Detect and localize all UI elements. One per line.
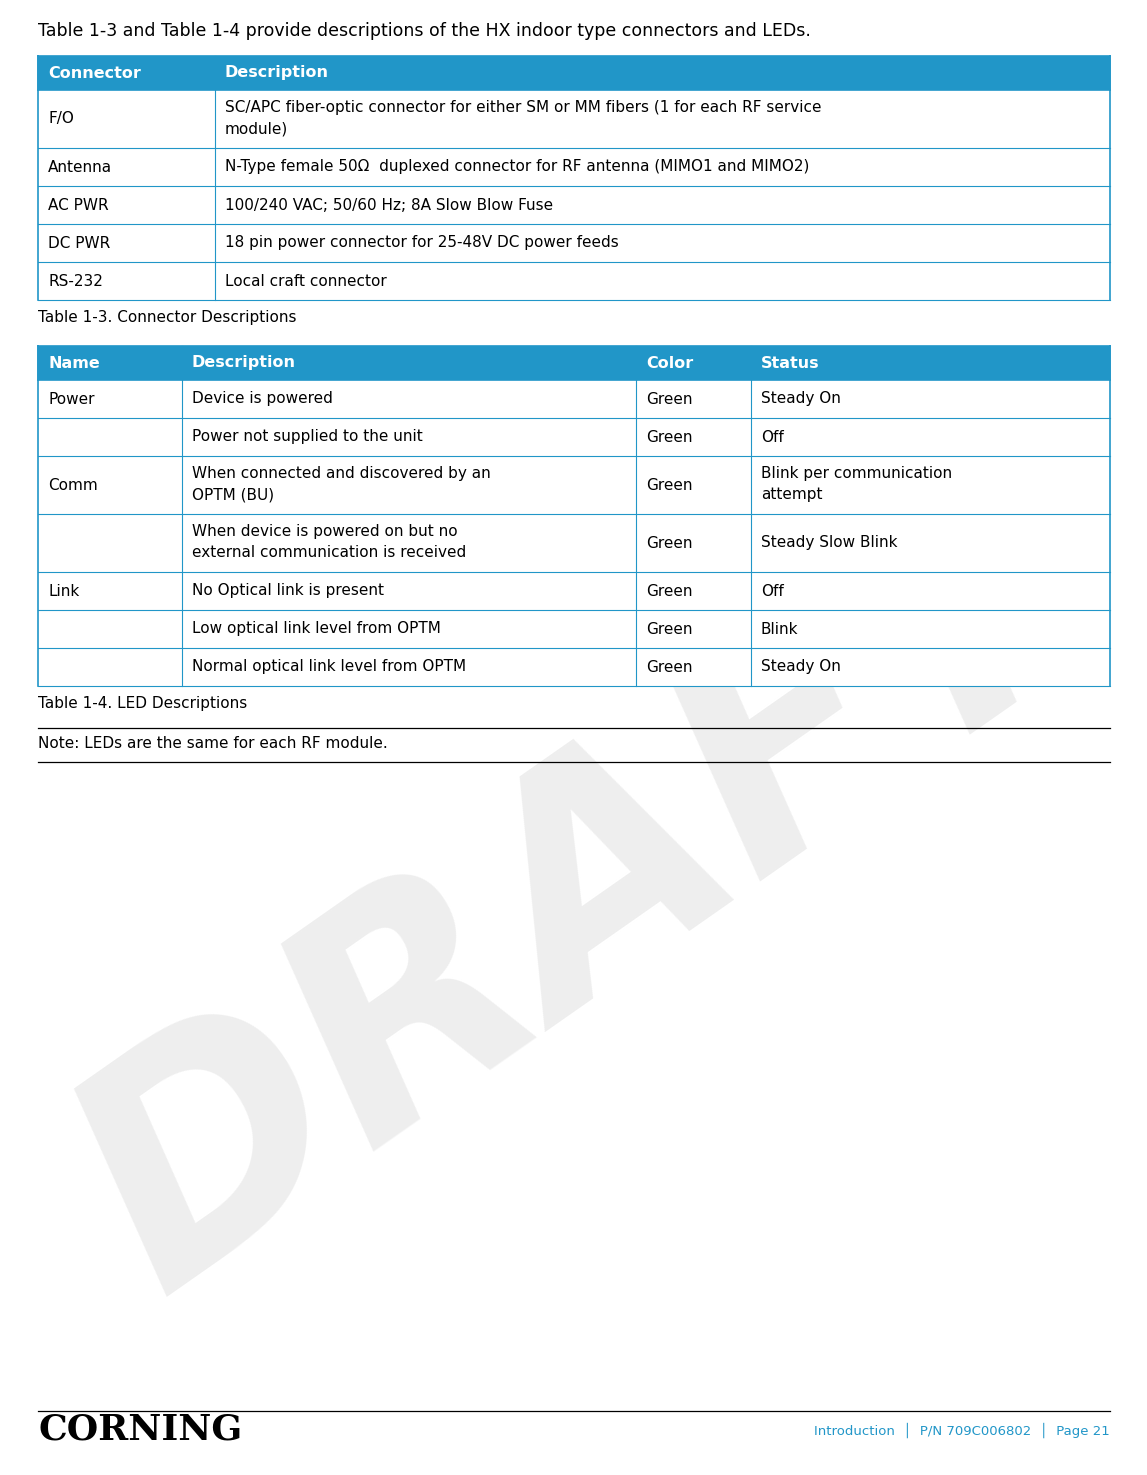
Text: Green: Green	[646, 478, 693, 493]
Text: 18 pin power connector for 25-48V DC power feeds: 18 pin power connector for 25-48V DC pow…	[225, 236, 618, 251]
Text: Local craft connector: Local craft connector	[225, 273, 387, 289]
Bar	[38, 381, 1110, 417]
Text: Green: Green	[646, 391, 693, 407]
Text: When device is powered on but no
external communication is received: When device is powered on but no externa…	[192, 524, 466, 560]
Text: Comm: Comm	[48, 478, 97, 493]
Text: Antenna: Antenna	[48, 159, 112, 174]
Bar	[38, 572, 1110, 611]
Text: Green: Green	[646, 659, 693, 674]
Text: AC PWR: AC PWR	[48, 198, 109, 212]
Text: CORNING: CORNING	[38, 1413, 242, 1447]
Text: Power not supplied to the unit: Power not supplied to the unit	[192, 429, 422, 444]
Text: Description: Description	[192, 355, 296, 370]
Bar	[38, 186, 1110, 224]
Text: No Optical link is present: No Optical link is present	[192, 584, 383, 599]
Text: N-Type female 50Ω  duplexed connector for RF antenna (MIMO1 and MIMO2): N-Type female 50Ω duplexed connector for…	[225, 159, 810, 174]
Text: When connected and discovered by an
OPTM (BU): When connected and discovered by an OPTM…	[192, 466, 491, 502]
Text: Low optical link level from OPTM: Low optical link level from OPTM	[192, 621, 440, 637]
Text: Off: Off	[760, 584, 783, 599]
Text: Status: Status	[760, 355, 819, 370]
Text: Blink: Blink	[760, 621, 798, 637]
Text: Table 1-4. LED Descriptions: Table 1-4. LED Descriptions	[38, 696, 248, 711]
Text: Connector: Connector	[48, 65, 141, 81]
Text: DRAFT: DRAFT	[26, 451, 1133, 1350]
Text: SC/APC fiber-optic connector for either SM or MM fibers (1 for each RF service
m: SC/APC fiber-optic connector for either …	[225, 100, 821, 136]
Text: RS-232: RS-232	[48, 273, 103, 289]
Bar	[38, 224, 1110, 263]
Text: Power: Power	[48, 391, 94, 407]
Text: Steady On: Steady On	[760, 659, 841, 674]
Bar	[38, 263, 1110, 299]
Text: 100/240 VAC; 50/60 Hz; 8A Slow Blow Fuse: 100/240 VAC; 50/60 Hz; 8A Slow Blow Fuse	[225, 198, 553, 212]
Text: Green: Green	[646, 535, 693, 550]
Text: Table 1-3. Connector Descriptions: Table 1-3. Connector Descriptions	[38, 310, 297, 324]
Bar	[38, 90, 1110, 148]
Bar	[38, 347, 1110, 381]
Text: Device is powered: Device is powered	[192, 391, 333, 407]
Bar	[38, 513, 1110, 572]
Text: Off: Off	[760, 429, 783, 444]
Bar	[38, 148, 1110, 186]
Text: Link: Link	[48, 584, 79, 599]
Text: Green: Green	[646, 621, 693, 637]
Text: Blink per communication
attempt: Blink per communication attempt	[760, 466, 952, 502]
Text: Green: Green	[646, 429, 693, 444]
Bar	[38, 611, 1110, 648]
Text: DC PWR: DC PWR	[48, 236, 110, 251]
Text: F/O: F/O	[48, 112, 73, 127]
Text: Note: LEDs are the same for each RF module.: Note: LEDs are the same for each RF modu…	[38, 736, 388, 751]
Text: Green: Green	[646, 584, 693, 599]
Text: Steady Slow Blink: Steady Slow Blink	[760, 535, 897, 550]
Bar	[38, 56, 1110, 90]
Bar	[38, 456, 1110, 513]
Bar	[38, 417, 1110, 456]
Text: Introduction  │  P/N 709C006802  │  Page 21: Introduction │ P/N 709C006802 │ Page 21	[814, 1422, 1110, 1438]
Text: Description: Description	[225, 65, 329, 81]
Text: Name: Name	[48, 355, 100, 370]
Text: Steady On: Steady On	[760, 391, 841, 407]
Text: Table 1-3 and Table 1-4 provide descriptions of the HX indoor type connectors an: Table 1-3 and Table 1-4 provide descript…	[38, 22, 811, 40]
Bar	[38, 648, 1110, 686]
Text: Normal optical link level from OPTM: Normal optical link level from OPTM	[192, 659, 466, 674]
Text: Color: Color	[646, 355, 694, 370]
